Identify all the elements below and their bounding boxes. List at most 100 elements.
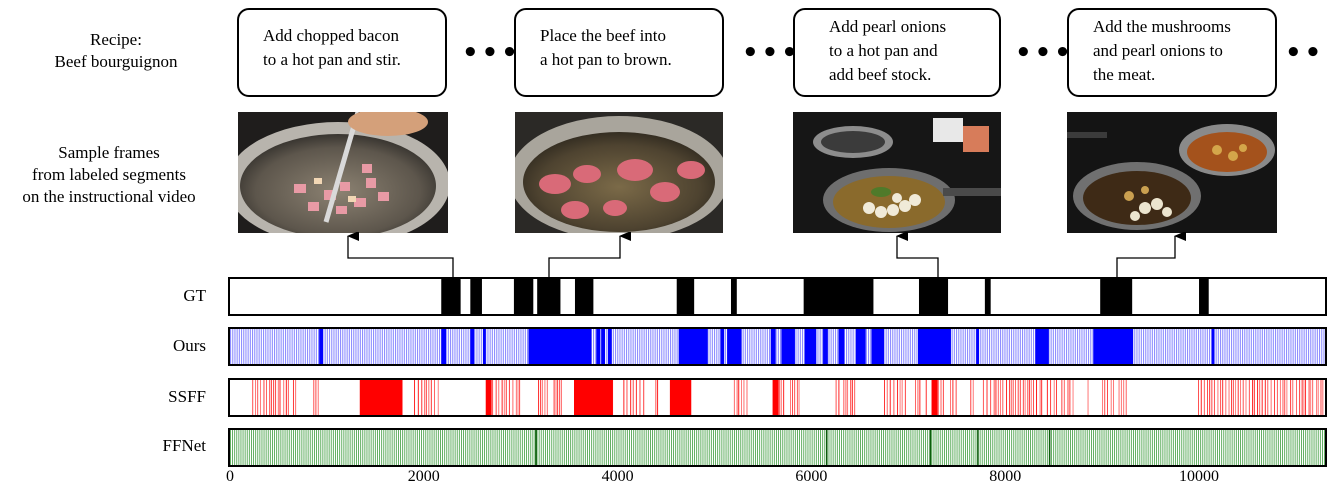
gt-segment xyxy=(575,279,593,314)
ffnet-stripe xyxy=(1081,430,1082,465)
ssff-line xyxy=(418,380,419,415)
ffnet-stripe xyxy=(264,430,265,465)
ffnet-stripe xyxy=(984,430,985,465)
ours-stripe xyxy=(672,329,673,364)
ours-stripe xyxy=(828,329,829,364)
ours-stripe xyxy=(1264,329,1265,364)
ssff-line xyxy=(836,380,837,415)
ours-stripe xyxy=(1090,329,1091,364)
ffnet-stripe xyxy=(1169,430,1170,465)
row-label-gt: GT xyxy=(106,286,206,306)
gt-segment xyxy=(985,279,991,314)
ssff-line xyxy=(1013,380,1014,415)
ours-stripe xyxy=(1290,329,1291,364)
ffnet-stripe xyxy=(1085,430,1086,465)
ffnet-stripe xyxy=(1102,430,1103,465)
ffnet-stripe xyxy=(543,430,544,465)
ffnet-stripe xyxy=(472,430,473,465)
ours-stripe xyxy=(1075,329,1076,364)
ours-dense-segment xyxy=(679,329,708,364)
ffnet-stripe xyxy=(931,430,932,465)
ours-stripe xyxy=(307,329,308,364)
ours-stripe xyxy=(886,329,887,364)
ffnet-stripe xyxy=(816,430,817,465)
ffnet-stripe xyxy=(629,430,630,465)
ssff-line xyxy=(1286,380,1287,415)
ffnet-stripe xyxy=(671,430,672,465)
ssff-line xyxy=(1280,380,1281,415)
ours-stripe xyxy=(1057,329,1058,364)
ours-stripe xyxy=(848,329,849,364)
ffnet-dark-stripe xyxy=(1049,430,1051,465)
ffnet-stripe xyxy=(539,430,540,465)
ffnet-stripe xyxy=(988,430,989,465)
ours-stripe xyxy=(1165,329,1166,364)
frame-beef-browning xyxy=(515,112,723,233)
ours-stripe xyxy=(760,329,761,364)
ffnet-stripe xyxy=(707,430,708,465)
ours-stripe xyxy=(1183,329,1184,364)
ssff-line xyxy=(540,380,541,415)
ours-stripe xyxy=(657,329,658,364)
ffnet-stripe xyxy=(1244,430,1245,465)
ours-stripe xyxy=(424,329,425,364)
ffnet-stripe xyxy=(1263,430,1264,465)
ours-stripe xyxy=(305,329,306,364)
ssff-line xyxy=(1119,380,1120,415)
arrow-step-3 xyxy=(897,236,938,278)
ours-stripe xyxy=(980,329,981,364)
ffnet-stripe xyxy=(755,430,756,465)
ssff-line xyxy=(556,380,557,415)
ours-stripe xyxy=(747,329,748,364)
ssff-line xyxy=(900,380,901,415)
ours-stripe xyxy=(406,329,407,364)
ours-stripe xyxy=(1194,329,1195,364)
ffnet-stripe xyxy=(572,430,573,465)
ffnet-stripe xyxy=(791,430,792,465)
ffnet-stripe xyxy=(633,430,634,465)
ours-stripe xyxy=(468,329,469,364)
ffnet-stripe xyxy=(501,430,502,465)
recipe-heading: Recipe: xyxy=(26,29,206,51)
ffnet-stripe xyxy=(451,430,452,465)
ssff-line xyxy=(990,380,991,415)
ellipsis-3: ••• xyxy=(1015,38,1074,68)
ours-stripe xyxy=(1295,329,1296,364)
ssff-line xyxy=(554,380,555,415)
ffnet-stripe xyxy=(833,430,834,465)
ffnet-stripe xyxy=(1009,430,1010,465)
ours-stripe xyxy=(283,329,284,364)
ffnet-stripe xyxy=(325,430,326,465)
ours-stripe xyxy=(776,329,777,364)
ssff-line xyxy=(1000,380,1001,415)
ssff-line xyxy=(792,380,793,415)
ours-stripe xyxy=(1227,329,1228,364)
ffnet-stripe xyxy=(1032,430,1033,465)
ours-stripe xyxy=(294,329,295,364)
ffnet-stripe xyxy=(856,430,857,465)
ffnet-stripe xyxy=(1303,430,1304,465)
ssff-line xyxy=(779,380,780,415)
ffnet-stripe xyxy=(976,430,977,465)
ffnet-stripe xyxy=(1314,430,1315,465)
ffnet-stripe xyxy=(417,430,418,465)
ffnet-stripe xyxy=(1253,430,1254,465)
ssff-line xyxy=(1027,380,1028,415)
ffnet-stripe xyxy=(789,430,790,465)
ours-stripe xyxy=(263,329,264,364)
ffnet-stripe xyxy=(1146,430,1147,465)
ours-stripe xyxy=(965,329,966,364)
ffnet-stripe xyxy=(1118,430,1119,465)
ffnet-stripe xyxy=(486,430,487,465)
ours-stripe xyxy=(901,329,902,364)
ssff-line xyxy=(1073,380,1074,415)
ffnet-stripe xyxy=(1028,430,1029,465)
ssff-line xyxy=(633,380,634,415)
ffnet-stripe xyxy=(432,430,433,465)
ffnet-stripe xyxy=(778,430,779,465)
ffnet-stripe xyxy=(507,430,508,465)
ffnet-stripe xyxy=(822,430,823,465)
ssff-line xyxy=(252,380,253,415)
ssff-line xyxy=(538,380,539,415)
ffnet-stripe xyxy=(1278,430,1279,465)
